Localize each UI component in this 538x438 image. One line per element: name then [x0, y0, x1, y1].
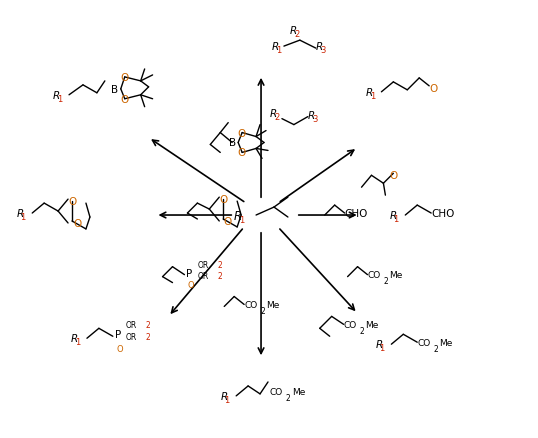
- Text: P: P: [187, 268, 193, 278]
- Text: OR: OR: [197, 261, 209, 270]
- Text: CHO: CHO: [431, 208, 455, 219]
- Text: R: R: [16, 208, 24, 219]
- Text: B: B: [111, 85, 118, 95]
- Text: R: R: [316, 42, 323, 52]
- Text: 1: 1: [276, 46, 281, 55]
- Text: 1: 1: [370, 92, 375, 101]
- Text: R: R: [220, 391, 228, 401]
- Text: CO: CO: [367, 271, 381, 279]
- Text: O: O: [73, 219, 81, 229]
- Text: O: O: [429, 84, 437, 94]
- Text: 2: 2: [359, 326, 364, 335]
- Text: 1: 1: [239, 215, 244, 224]
- Text: 2: 2: [146, 332, 151, 341]
- Text: R: R: [234, 209, 242, 222]
- Text: O: O: [237, 148, 245, 158]
- Text: 1: 1: [379, 344, 385, 353]
- Text: 2: 2: [146, 320, 151, 329]
- Text: 2: 2: [286, 393, 291, 403]
- Text: CO: CO: [270, 388, 283, 396]
- Text: 1: 1: [224, 395, 230, 404]
- Text: B: B: [229, 138, 236, 148]
- Text: 2: 2: [294, 30, 299, 39]
- Text: 2: 2: [433, 344, 438, 353]
- Text: CO: CO: [417, 338, 430, 347]
- Text: O: O: [121, 95, 129, 105]
- Text: 2: 2: [384, 276, 388, 286]
- Text: O: O: [187, 280, 194, 290]
- Text: OR: OR: [197, 272, 209, 280]
- Text: 1: 1: [393, 215, 399, 224]
- Text: 3: 3: [312, 115, 317, 124]
- Text: O: O: [117, 344, 123, 353]
- Text: R: R: [290, 26, 297, 36]
- Text: O: O: [223, 216, 231, 226]
- Text: R: R: [308, 110, 315, 120]
- Text: 1: 1: [75, 338, 80, 346]
- Text: 3: 3: [320, 46, 325, 55]
- Text: Me: Me: [266, 300, 279, 309]
- Text: R: R: [71, 333, 78, 343]
- Text: 2: 2: [217, 272, 222, 280]
- Text: CHO: CHO: [345, 208, 368, 219]
- Text: R: R: [272, 42, 279, 52]
- Text: Me: Me: [439, 338, 452, 347]
- Text: R: R: [365, 88, 373, 98]
- Text: OR: OR: [126, 332, 137, 341]
- Text: O: O: [121, 73, 129, 83]
- Text: 1: 1: [57, 95, 62, 104]
- Text: Me: Me: [390, 271, 403, 279]
- Text: R: R: [53, 91, 60, 101]
- Text: O: O: [68, 197, 76, 207]
- Text: 2: 2: [274, 113, 279, 122]
- Text: 1: 1: [20, 213, 26, 222]
- Text: O: O: [219, 194, 228, 205]
- Text: 2: 2: [217, 261, 222, 270]
- Text: O: O: [237, 128, 245, 138]
- Text: 2: 2: [260, 306, 265, 315]
- Text: Me: Me: [292, 388, 305, 396]
- Text: OR: OR: [126, 320, 137, 329]
- Text: R: R: [270, 109, 277, 118]
- Text: P: P: [115, 329, 121, 339]
- Text: CO: CO: [344, 320, 357, 329]
- Text: R: R: [390, 211, 397, 220]
- Text: Me: Me: [365, 320, 379, 329]
- Text: O: O: [389, 171, 398, 181]
- Text: R: R: [376, 339, 383, 350]
- Text: CO: CO: [244, 300, 257, 309]
